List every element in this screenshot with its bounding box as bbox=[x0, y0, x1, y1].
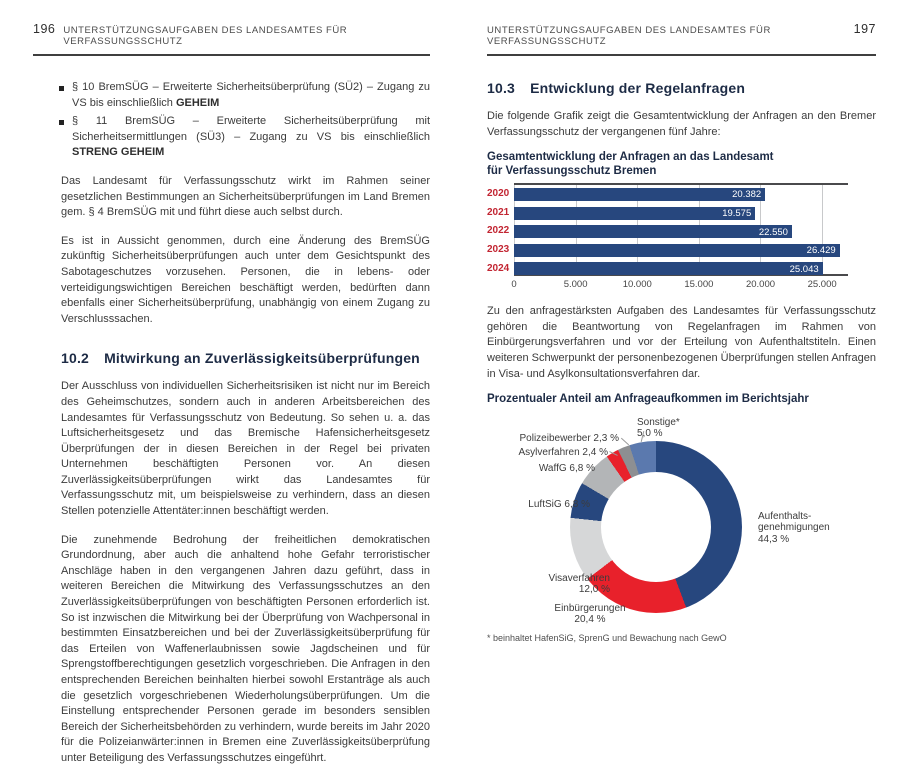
running-header-right: UNTERSTÜTZUNGSAUFGABEN DES LANDESAMTES F… bbox=[487, 25, 771, 47]
x-tick-label: 10.000 bbox=[622, 279, 652, 291]
x-tick-label: 5.000 bbox=[563, 279, 588, 291]
paragraph: Es ist in Aussicht genommen, durch eine … bbox=[61, 234, 430, 325]
section-title: Mitwirkung an Zuverlässigkeitsüberprüfun… bbox=[104, 350, 420, 367]
bar-row: 2022 22.550 bbox=[487, 222, 848, 241]
donut-chart-title: Prozentualer Anteil am Anfrageaufkommen … bbox=[487, 393, 809, 406]
x-tick-label: 25.000 bbox=[807, 279, 837, 291]
section-heading-10-3: 10.3 Entwicklung der Regelanfragen bbox=[487, 80, 876, 96]
page-196: 196 UNTERSTÜTZUNGSAUFGABEN DES LANDESAMT… bbox=[33, 22, 430, 767]
bullet-text: § 10 BremSÜG – Erweiterte Sicherheitsübe… bbox=[72, 81, 430, 109]
x-tick-label: 20.000 bbox=[745, 279, 776, 291]
bar-row: 2020 20.382 bbox=[487, 185, 848, 204]
bar-value-label: 19.575 bbox=[722, 208, 752, 220]
page-header-left: 196 UNTERSTÜTZUNGSAUFGABEN DES LANDESAMT… bbox=[33, 22, 430, 56]
x-tick-label: 15.000 bbox=[684, 279, 714, 291]
bar-row: 2024 25.043 bbox=[487, 260, 848, 279]
paragraph: Die folgende Grafik zeigt die Gesamtentw… bbox=[487, 110, 876, 138]
bar: 22.550 bbox=[514, 225, 792, 239]
section-number: 10.2 bbox=[61, 350, 90, 367]
donut-label-aufenthaltsgenehmigungen: Aufenthalts- genehmigungen 44,3 % bbox=[758, 510, 830, 545]
bar-value-label: 22.550 bbox=[758, 226, 788, 238]
bullet-bold: GEHEIM bbox=[175, 96, 220, 109]
donut-chart: Sonstige* 5,0 % Polizeibewerber 2,3 % As… bbox=[487, 417, 876, 629]
bullet-list: § 10 BremSÜG – Erweiterte Sicherheitsübe… bbox=[58, 80, 430, 161]
donut-label-sonstige: Sonstige* 5,0 % bbox=[637, 416, 680, 440]
bar-category-label: 2020 bbox=[487, 188, 510, 200]
donut-label-asylverfahren: Asylverfahren 2,4 % bbox=[518, 446, 609, 458]
bar-chart-title-line1: Gesamtentwicklung der Anfragen an das La… bbox=[487, 151, 774, 164]
paragraph: Das Landesamt für Verfassungsschutz wirk… bbox=[61, 174, 430, 219]
bar-chart-title: Gesamtentwicklung der Anfragen an das La… bbox=[487, 151, 876, 178]
bar: 26.429 bbox=[514, 243, 840, 257]
callout-line-polizeibewerber bbox=[620, 437, 630, 445]
paragraph: Die zunehmende Bedrohung der freiheitlic… bbox=[61, 533, 430, 764]
section-heading-10-2: 10.2 Mitwirkung an Zuverlässigkeitsüberp… bbox=[61, 350, 430, 366]
gridline bbox=[822, 185, 824, 275]
donut-ring bbox=[570, 440, 742, 613]
donut-label-luftsig: LuftSiG 6,8 % bbox=[528, 498, 590, 510]
bar-category-label: 2021 bbox=[487, 206, 510, 218]
x-tick-label: 0 bbox=[511, 279, 517, 291]
list-item-su3: § 11 BremSÜG – Erweiterte Sicherheitsübe… bbox=[58, 114, 430, 161]
page-number-right: 197 bbox=[853, 22, 876, 36]
donut-hole bbox=[601, 471, 711, 582]
list-item-su2: § 10 BremSÜG – Erweiterte Sicherheitsübe… bbox=[58, 80, 430, 111]
bar-category-label: 2024 bbox=[487, 262, 510, 274]
donut-label-visaverfahren: Visaverfahren 12,0 % bbox=[548, 572, 610, 596]
page-number-left: 196 bbox=[33, 22, 56, 36]
bar: 20.382 bbox=[514, 187, 766, 201]
bar-chart: 2020 20.382 2021 19.575 2022 22.550 2023 26.429… bbox=[487, 183, 876, 291]
paragraph: Zu den anfragestärksten Aufgaben des Lan… bbox=[487, 305, 876, 380]
bar: 19.575 bbox=[514, 206, 756, 220]
bar-category-label: 2023 bbox=[487, 243, 510, 255]
bar-category-label: 2022 bbox=[487, 225, 510, 237]
bar-value-label: 26.429 bbox=[806, 245, 836, 257]
bar-chart-title-line2: für Verfassungsschutz Bremen bbox=[487, 164, 657, 177]
bullet-bold: STRENG GEHEIM bbox=[72, 146, 165, 159]
donut-label-einbuergerungen: Einbürgerungen 20,4 % bbox=[554, 602, 626, 626]
bar: 25.043 bbox=[514, 262, 823, 276]
section-number: 10.3 bbox=[487, 80, 516, 96]
bar-plot: 2020 20.382 2021 19.575 2022 22.550 2023 26.429… bbox=[487, 183, 848, 279]
donut-label-polizeibewerber: Polizeibewerber 2,3 % bbox=[519, 432, 620, 444]
bar-value-label: 25.043 bbox=[789, 263, 819, 275]
running-header-left: UNTERSTÜTZUNGSAUFGABEN DES LANDESAMTES F… bbox=[63, 25, 348, 47]
bullet-text: § 11 BremSÜG – Erweiterte Sicherheitsübe… bbox=[72, 115, 430, 143]
bar-ticks: 0 5.000 10.000 15.000 20.000 25.000 bbox=[511, 276, 848, 291]
bar-row: 2021 19.575 bbox=[487, 204, 848, 223]
paragraph: Der Ausschluss von individuellen Sicherh… bbox=[61, 380, 430, 518]
donut-label-waffg: WaffG 6,8 % bbox=[538, 462, 595, 474]
bar-row: 2023 26.429 bbox=[487, 241, 848, 260]
page-197: UNTERSTÜTZUNGSAUFGABEN DES LANDESAMTES F… bbox=[487, 22, 876, 643]
bar-value-label: 20.382 bbox=[732, 189, 762, 201]
page-header-right: UNTERSTÜTZUNGSAUFGABEN DES LANDESAMTES F… bbox=[487, 22, 876, 56]
section-title: Entwicklung der Regelanfragen bbox=[530, 80, 746, 96]
